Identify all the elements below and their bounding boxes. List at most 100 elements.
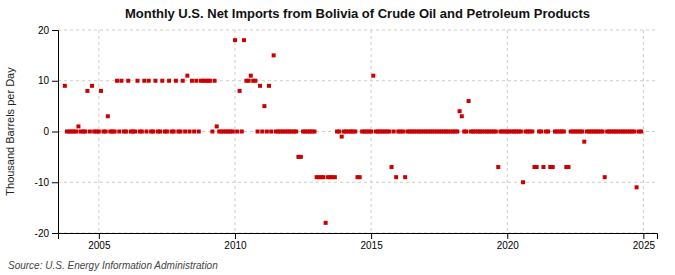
point bbox=[97, 130, 101, 134]
point bbox=[63, 84, 67, 88]
point bbox=[272, 53, 276, 57]
point bbox=[371, 74, 375, 78]
point bbox=[546, 130, 550, 134]
y-tick-mark bbox=[52, 132, 58, 133]
point bbox=[567, 165, 571, 169]
y-axis-label: Thousand Barrels per Day bbox=[4, 67, 16, 196]
y-tick: 10 bbox=[38, 75, 58, 86]
x-tick-mark bbox=[99, 233, 100, 239]
point bbox=[337, 130, 341, 134]
point bbox=[90, 84, 94, 88]
y-tick-label: -10 bbox=[35, 177, 50, 188]
x-tick-label: 2015 bbox=[360, 240, 383, 251]
title: Monthly U.S. Net Imports from Bolivia of… bbox=[125, 6, 590, 21]
point bbox=[340, 135, 344, 139]
point bbox=[83, 130, 87, 134]
y-axis-line bbox=[52, 31, 59, 234]
point bbox=[294, 130, 298, 134]
chart-container: 2005 2010 2015 2020 2025 -20 -10 0 10 20 Monthly U… bbox=[0, 0, 675, 275]
y-tick-label: 10 bbox=[38, 75, 50, 86]
y-tick-label: 20 bbox=[38, 25, 50, 36]
point bbox=[353, 130, 357, 134]
point bbox=[403, 175, 407, 179]
x-tick: 2015 bbox=[360, 233, 383, 251]
y-axis: -20 -10 0 10 20 bbox=[35, 25, 59, 239]
point bbox=[299, 155, 303, 159]
point bbox=[535, 165, 539, 169]
point bbox=[113, 130, 117, 134]
x-tick-mark bbox=[235, 233, 236, 239]
point bbox=[394, 175, 398, 179]
point bbox=[106, 114, 110, 118]
grid-line-y bbox=[58, 182, 657, 183]
point bbox=[142, 79, 146, 83]
x-tick: 2005 bbox=[88, 233, 111, 251]
x-tick-label: 2025 bbox=[633, 240, 656, 251]
y-tick-mark bbox=[52, 182, 58, 183]
point bbox=[153, 79, 157, 83]
point bbox=[172, 130, 176, 134]
point bbox=[258, 84, 262, 88]
point bbox=[76, 124, 80, 128]
point bbox=[324, 221, 328, 225]
point bbox=[603, 175, 607, 179]
point bbox=[539, 130, 543, 134]
point bbox=[541, 165, 545, 169]
x-axis-line bbox=[59, 234, 658, 240]
x-tick-label: 2005 bbox=[88, 240, 111, 251]
y-tick: -20 bbox=[35, 228, 58, 239]
point bbox=[160, 79, 164, 83]
point bbox=[192, 130, 196, 134]
point bbox=[551, 165, 555, 169]
chart-svg: 2005 2010 2015 2020 2025 -20 -10 0 10 20 Monthly U… bbox=[0, 0, 675, 275]
point bbox=[210, 130, 214, 134]
point bbox=[124, 130, 128, 134]
point bbox=[117, 130, 121, 134]
point bbox=[464, 130, 468, 134]
point bbox=[467, 99, 471, 103]
x-tick-label: 2010 bbox=[224, 240, 247, 251]
point bbox=[260, 130, 264, 134]
point bbox=[582, 140, 586, 144]
point bbox=[231, 130, 235, 134]
point bbox=[635, 185, 639, 189]
point bbox=[215, 124, 219, 128]
point bbox=[213, 79, 217, 83]
point bbox=[240, 130, 244, 134]
point bbox=[562, 130, 566, 134]
point bbox=[333, 175, 337, 179]
point bbox=[262, 104, 266, 108]
point bbox=[455, 130, 459, 134]
point bbox=[249, 74, 253, 78]
point bbox=[208, 79, 212, 83]
point bbox=[194, 79, 198, 83]
point bbox=[253, 79, 257, 83]
point bbox=[632, 130, 636, 134]
y-tick: 20 bbox=[38, 25, 58, 36]
x-tick: 2010 bbox=[224, 233, 247, 251]
point bbox=[190, 79, 194, 83]
point bbox=[247, 79, 251, 83]
y-tick-label: 0 bbox=[43, 126, 49, 137]
point bbox=[390, 165, 394, 169]
point bbox=[530, 130, 534, 134]
point bbox=[256, 130, 260, 134]
point bbox=[265, 130, 269, 134]
point bbox=[188, 130, 192, 134]
point bbox=[242, 38, 246, 42]
point bbox=[104, 130, 108, 134]
point bbox=[197, 130, 201, 134]
point bbox=[88, 130, 92, 134]
x-tick: 2020 bbox=[497, 233, 520, 251]
plot-area: 2005 2010 2015 2020 2025 -20 -10 0 10 20 bbox=[35, 25, 658, 251]
point bbox=[267, 84, 271, 88]
grid-line-y bbox=[58, 30, 657, 31]
point bbox=[140, 130, 144, 134]
point bbox=[401, 130, 405, 134]
point bbox=[519, 130, 523, 134]
point bbox=[115, 79, 119, 83]
point bbox=[639, 130, 643, 134]
point bbox=[494, 130, 498, 134]
point bbox=[321, 175, 325, 179]
point bbox=[312, 130, 316, 134]
